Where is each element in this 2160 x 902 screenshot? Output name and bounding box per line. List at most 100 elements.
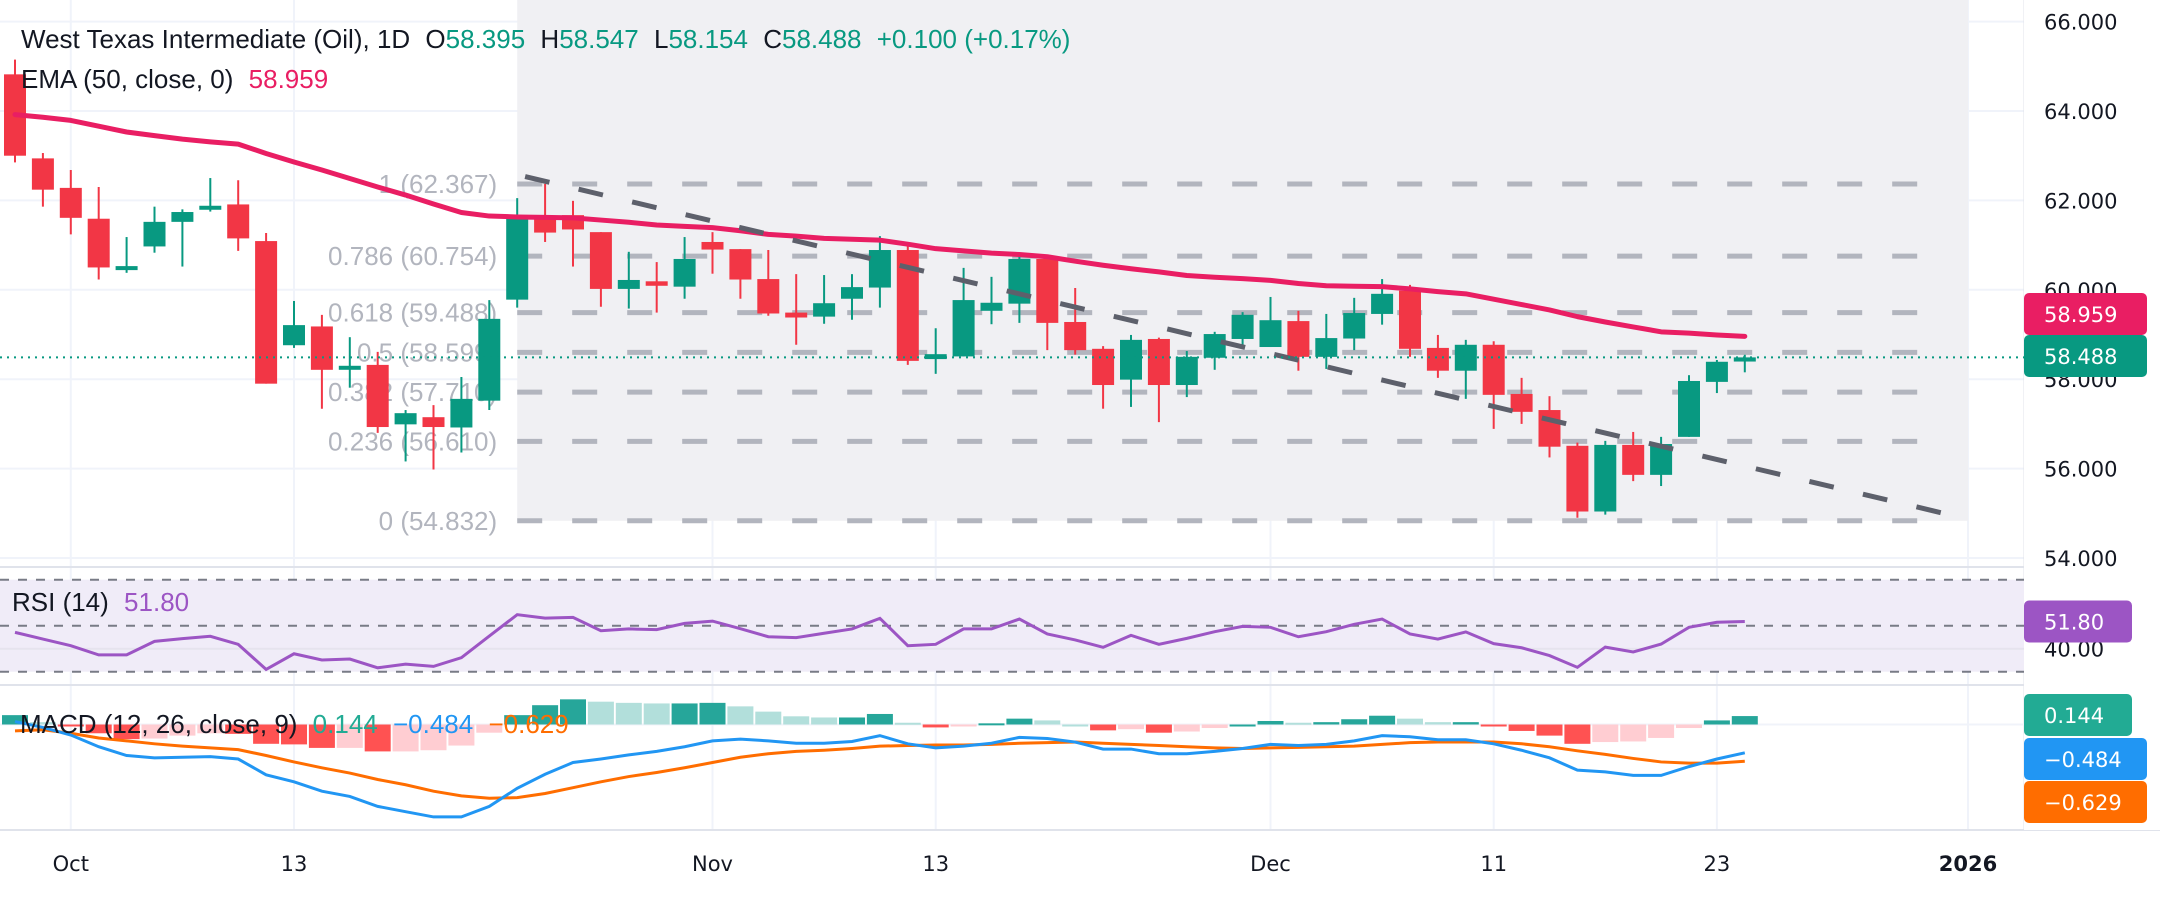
- candle-body: [1622, 444, 1645, 475]
- last-price-tag-text: 58.488: [2044, 345, 2117, 369]
- candle-body: [1092, 348, 1115, 386]
- candle-body: [1454, 344, 1477, 371]
- macd-histogram-bar: [141, 724, 168, 739]
- ema-price-tag-text: 58.959: [2044, 303, 2117, 327]
- macd-histogram-bar: [2, 715, 28, 725]
- candle-body: [729, 249, 752, 280]
- ohlc-high: H58.547: [540, 24, 639, 54]
- macd-histogram-bar: [866, 713, 893, 725]
- macd-value-tag-text: −0.484: [2044, 748, 2122, 772]
- macd-histogram-bar: [225, 724, 252, 734]
- candle-body: [310, 326, 333, 370]
- candle-body: [1064, 321, 1087, 351]
- candle-body: [1650, 444, 1673, 475]
- macd-legend[interactable]: MACD (12, 26, close, 9) 0.144 −0.484 −0.…: [20, 709, 577, 740]
- candle: [31, 153, 54, 207]
- candle-body: [785, 312, 808, 318]
- candle-body: [1036, 258, 1059, 323]
- macd-histogram-bar: [504, 715, 531, 725]
- candle: [59, 170, 82, 235]
- candle-body: [366, 364, 389, 428]
- candle: [1594, 440, 1617, 515]
- macd-signal-tag-bg: [2024, 781, 2147, 823]
- candle: [645, 262, 668, 313]
- ema-line: [12, 112, 1748, 339]
- fib-level-label: 0.5 (58.599): [357, 337, 497, 367]
- macd-hist-tag-bg: [2024, 694, 2132, 736]
- candle-body: [422, 417, 445, 428]
- macd-hist-tag: 0.144: [2024, 694, 2132, 736]
- axis-background: [2024, 0, 2160, 830]
- candle-body: [1343, 313, 1366, 339]
- time-axis[interactable]: Oct 13 Nov 13 Dec 11 23 2026: [53, 852, 1998, 876]
- price-tick-label: 64.000: [2044, 100, 2117, 124]
- candle: [785, 274, 808, 345]
- macd-histogram-bar: [1369, 715, 1396, 725]
- candle-body: [813, 303, 836, 317]
- macd-histogram-bar: [1397, 718, 1423, 725]
- candle-body: [478, 318, 501, 401]
- time-tick-label: 2026: [1939, 852, 1997, 876]
- fibonacci-retracement[interactable]: 1 (62.367)0.786 (60.754)0.618 (59.488)0.…: [328, 0, 1969, 536]
- price-pane: [0, 59, 2024, 522]
- candle: [478, 300, 501, 411]
- macd-histogram-bar: [392, 724, 419, 752]
- macd-histogram-bar: [1173, 724, 1200, 732]
- candle: [87, 186, 110, 280]
- candle: [589, 232, 612, 307]
- candle: [1705, 359, 1728, 394]
- macd-histogram-bar: [1703, 720, 1730, 725]
- candle-body: [1510, 393, 1533, 412]
- macd-histogram-bar: [1118, 724, 1144, 730]
- candle: [1147, 337, 1170, 423]
- macd-histogram-bar: [85, 724, 112, 734]
- macd-histogram-bar: [1480, 724, 1507, 727]
- macd-histogram-bar: [1285, 722, 1312, 725]
- candle: [1259, 296, 1282, 348]
- macd-histogram-bar: [29, 722, 56, 725]
- candle: [1566, 442, 1589, 518]
- ohlc-open: O58.395: [425, 24, 526, 54]
- price-tick-label: 62.000: [2044, 189, 2117, 213]
- candle: [450, 376, 473, 453]
- time-tick-label: Oct: [53, 852, 89, 876]
- rsi-legend[interactable]: RSI (14) 51.80: [12, 587, 197, 618]
- candle: [338, 337, 361, 388]
- macd-histogram-bar: [1592, 724, 1619, 743]
- macd-line: [14, 720, 1746, 819]
- candle-body: [171, 212, 194, 222]
- candle: [394, 410, 417, 462]
- ema-legend[interactable]: EMA (50, close, 0) 58.959: [21, 64, 336, 95]
- candle-body: [645, 281, 668, 286]
- candle-body: [1315, 338, 1338, 357]
- candle-body: [1287, 321, 1310, 357]
- candle-body: [506, 217, 529, 300]
- rsi-value-tag-bg: [2024, 600, 2132, 643]
- candle-body: [673, 258, 696, 287]
- candle: [422, 405, 445, 470]
- candle: [924, 328, 947, 374]
- price-axis[interactable]: 66.00064.00062.00060.00058.00056.00054.0…: [2024, 0, 2160, 830]
- macd-histogram-bar: [727, 706, 754, 725]
- macd-histogram-bar: [643, 703, 670, 725]
- candle: [227, 180, 250, 251]
- candle-body: [1175, 356, 1198, 386]
- macd-histogram-bar: [1257, 720, 1284, 725]
- price-change: +0.100 (+0.17%): [876, 24, 1071, 54]
- candle: [1092, 346, 1115, 409]
- macd-histogram-bar: [476, 724, 503, 733]
- candle-body: [1147, 338, 1170, 386]
- price-tick-label: 66.000: [2044, 11, 2117, 35]
- candle-body: [283, 325, 305, 346]
- macd-histogram-bar: [532, 705, 559, 725]
- macd-histogram-bar: [1508, 724, 1535, 731]
- price-tick-label: 56.000: [2044, 458, 2117, 482]
- macd-histogram-bar: [894, 722, 921, 725]
- ema-label: EMA (50, close, 0): [21, 64, 234, 94]
- candle-body: [59, 187, 82, 218]
- candle-body: [1371, 293, 1394, 314]
- candle: [171, 209, 194, 267]
- candle-body: [115, 266, 138, 271]
- macd-histogram-bar: [783, 716, 810, 725]
